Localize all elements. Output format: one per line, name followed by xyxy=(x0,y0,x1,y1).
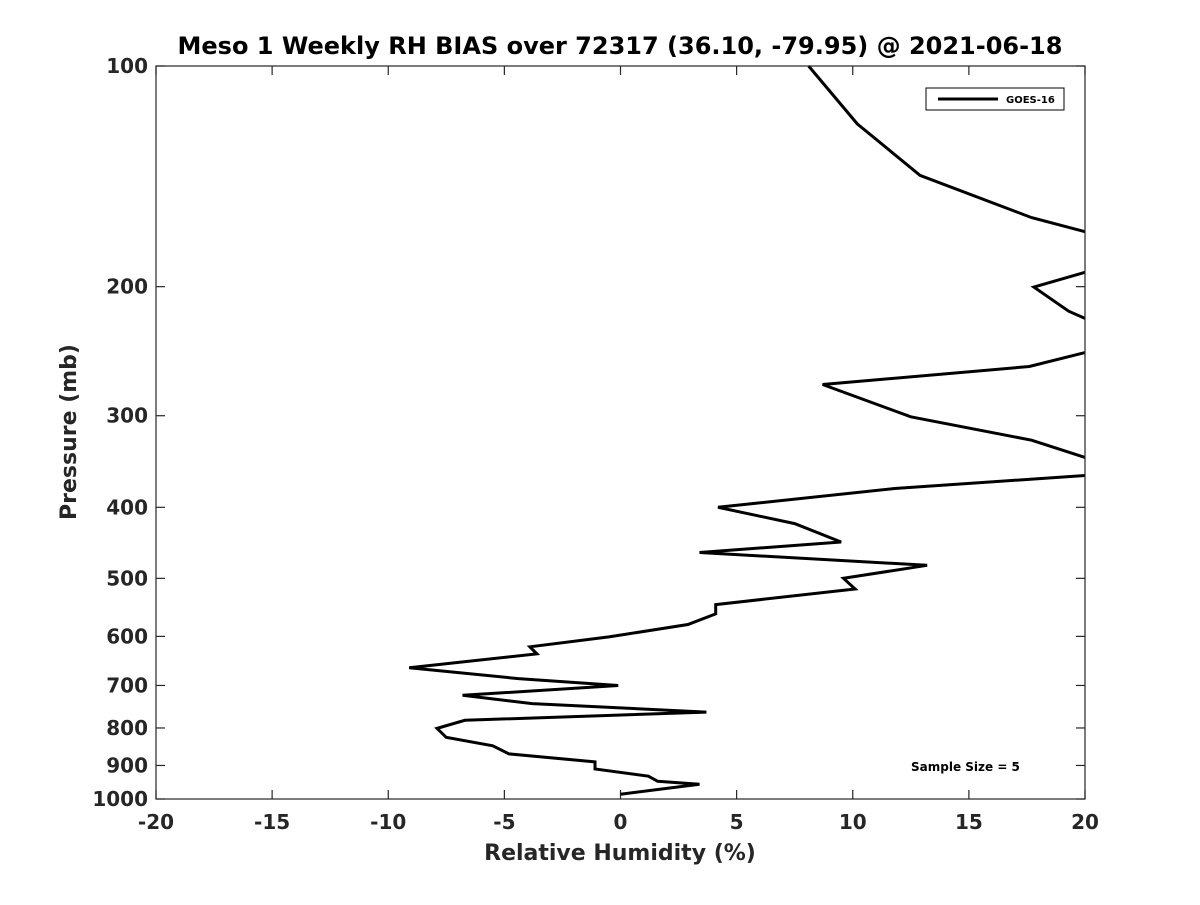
x-tick-label: -10 xyxy=(370,810,406,834)
x-tick-label: 20 xyxy=(1071,810,1099,834)
legend-label-goes-16: GOES-16 xyxy=(1006,95,1055,106)
y-tick-label: 1000 xyxy=(92,787,148,811)
x-tick-label: -5 xyxy=(493,810,515,834)
sample-size-annotation: Sample Size = 5 xyxy=(911,760,1020,774)
series-layer xyxy=(409,65,1086,796)
series-line-goes-16-segment-2 xyxy=(1030,270,1086,320)
legend: GOES-16 xyxy=(925,87,1065,111)
x-tick-label: 5 xyxy=(730,810,744,834)
x-tick-label: -15 xyxy=(254,810,290,834)
y-tick-label: 900 xyxy=(106,753,148,777)
y-tick-label: 600 xyxy=(106,624,148,648)
y-tick-label: 300 xyxy=(106,404,148,428)
series-line-goes-16-segment-4 xyxy=(409,474,1086,796)
chart-title: Meso 1 Weekly RH BIAS over 72317 (36.10,… xyxy=(178,32,1063,60)
y-tick-label: 200 xyxy=(106,275,148,299)
y-tick-label: 700 xyxy=(106,673,148,697)
ticks-layer: -20 -15 -10 -5 0 5 10 15 20 100 200 300 400 500 600 700… xyxy=(92,54,1099,834)
y-axis-label: Pressure (mb) xyxy=(57,344,82,520)
series-line-goes-16-segment-3 xyxy=(822,351,1086,459)
axes-frame xyxy=(155,65,1086,800)
y-tick-label: 100 xyxy=(106,54,148,78)
y-tick-label: 800 xyxy=(106,716,148,740)
series-line-goes-16-segment-1 xyxy=(807,65,1086,234)
x-tick-label: 0 xyxy=(614,810,628,834)
x-tick-label: -20 xyxy=(138,810,174,834)
y-tick-label: 500 xyxy=(106,566,148,590)
x-axis-label: Relative Humidity (%) xyxy=(484,841,756,866)
y-tick-label: 400 xyxy=(106,495,148,519)
x-tick-label: 10 xyxy=(839,810,867,834)
x-tick-label: 15 xyxy=(955,810,983,834)
